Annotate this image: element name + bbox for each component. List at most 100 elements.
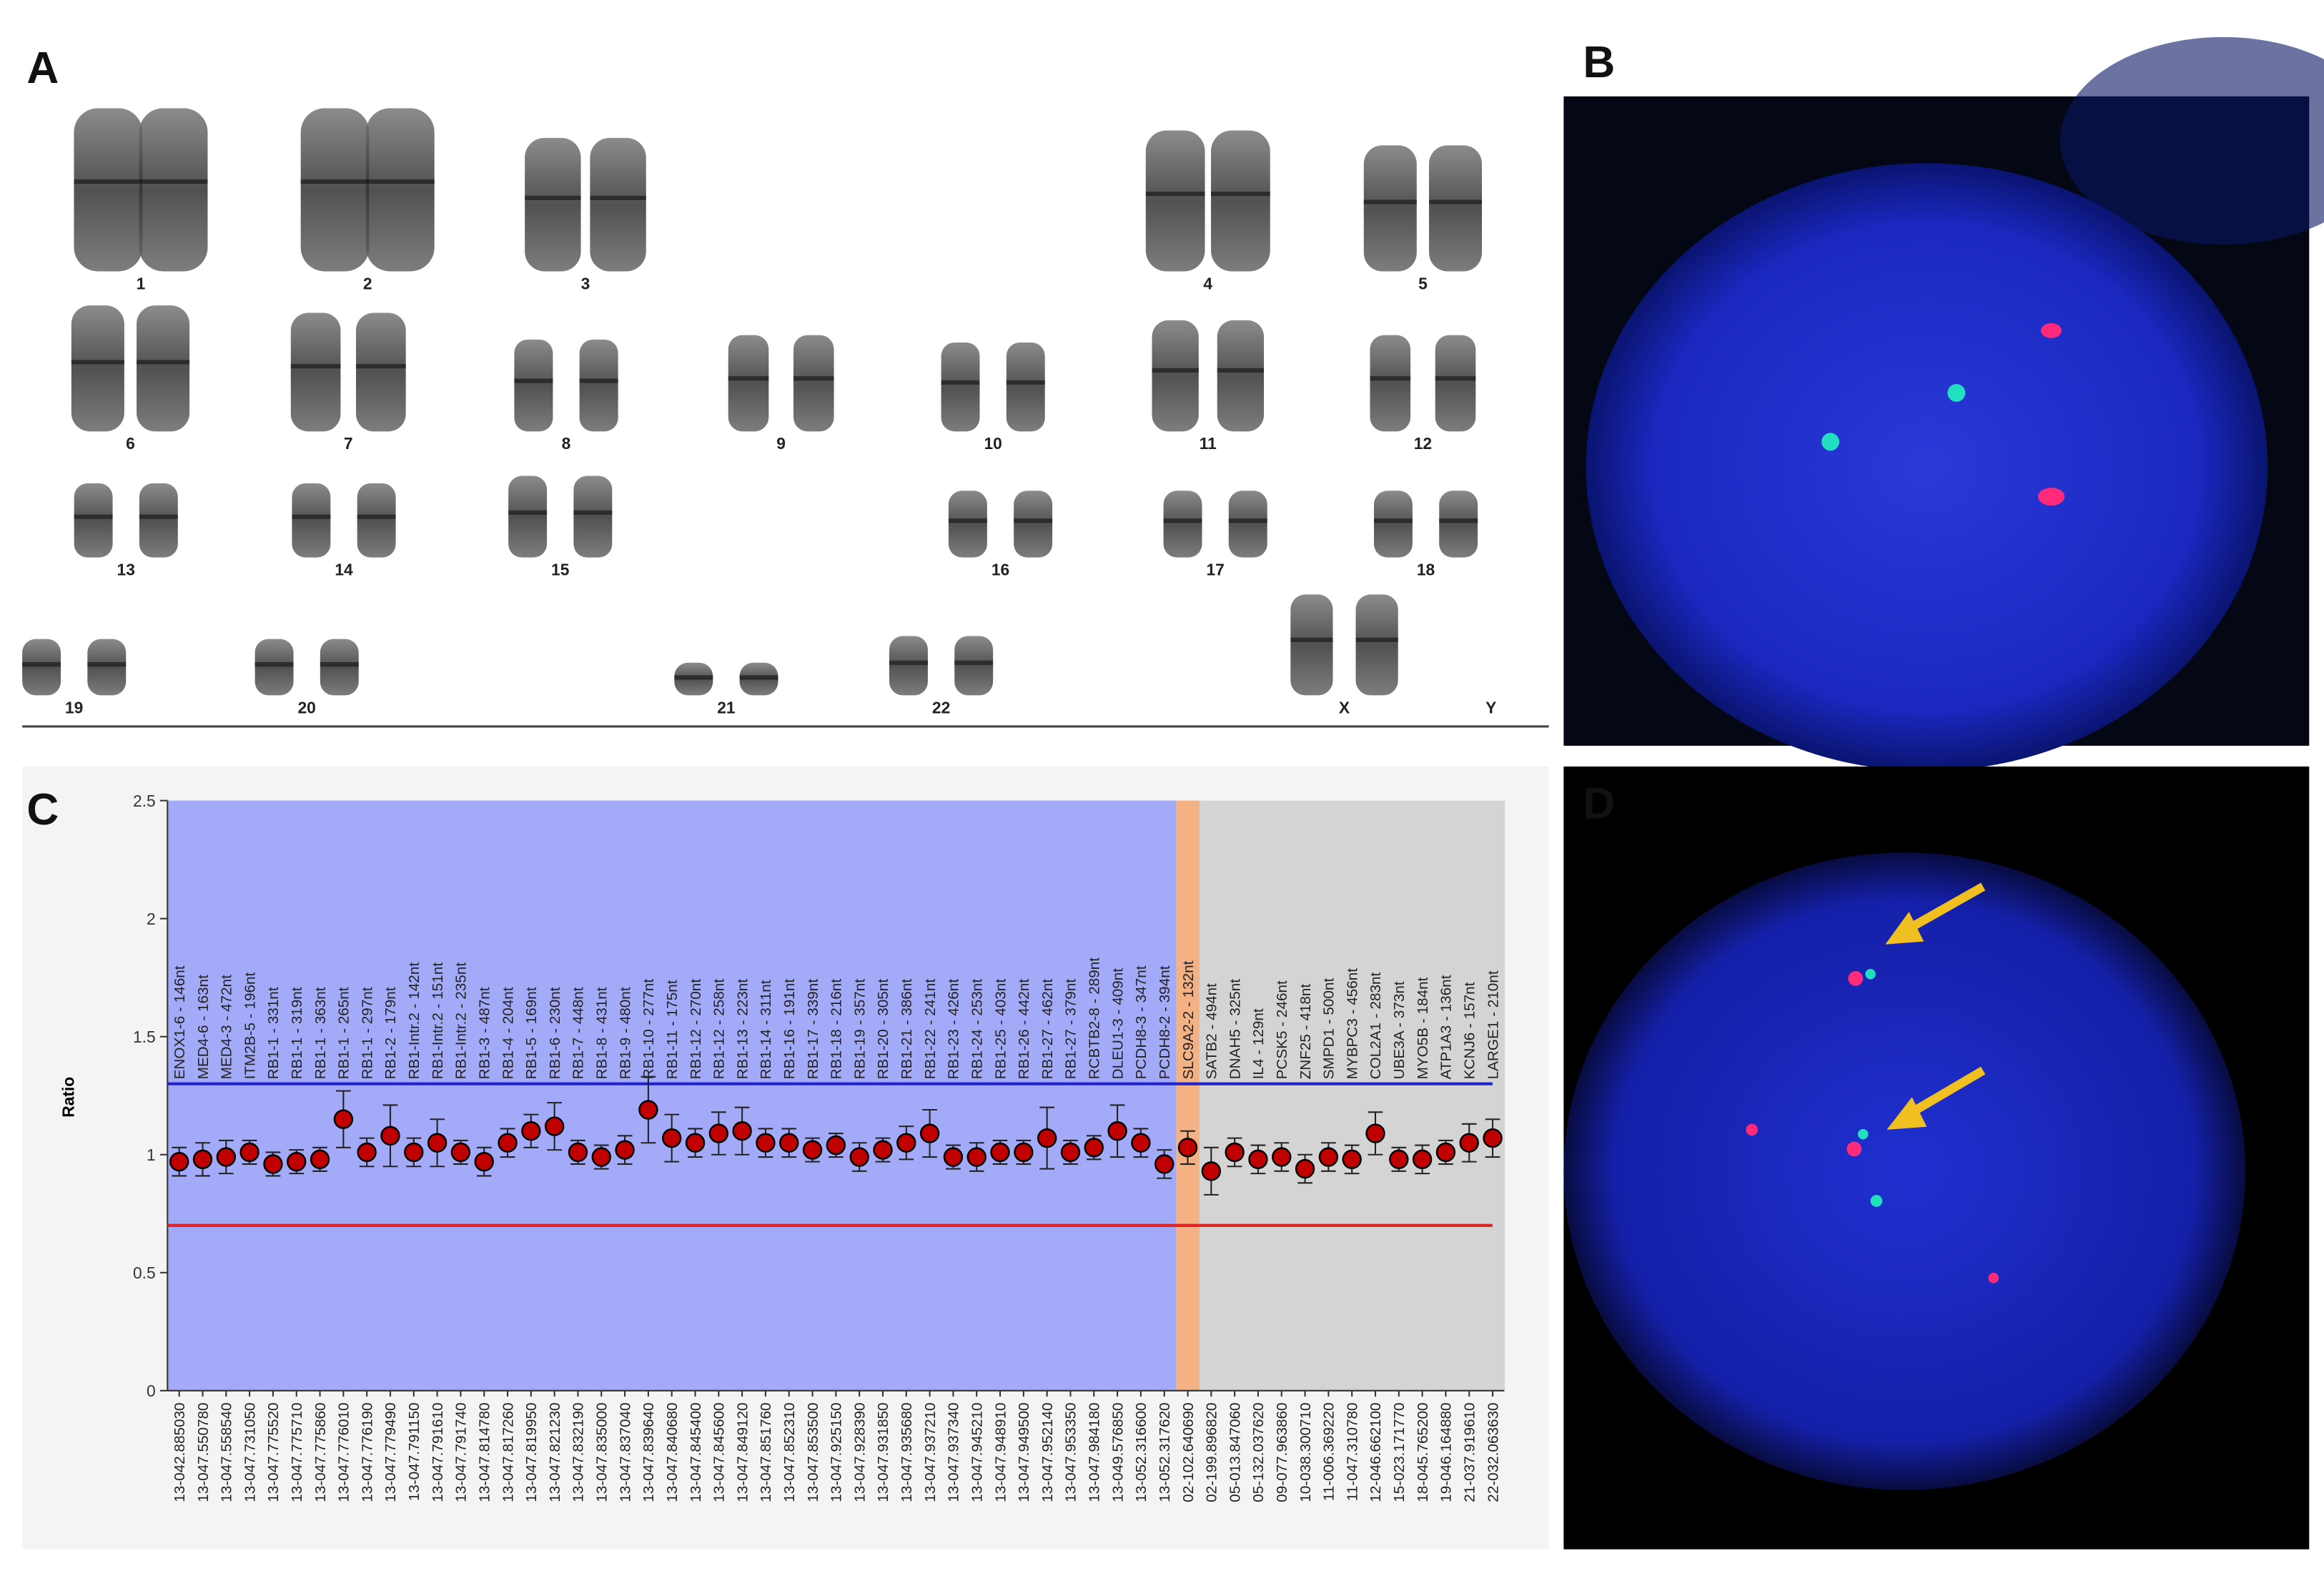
chromosome-label: 9 [776, 434, 786, 453]
region-background [191, 800, 215, 1391]
chromosome [292, 483, 331, 558]
region-background [543, 800, 567, 1391]
probe-label: RB1-1 - 363nt [312, 987, 329, 1079]
red-signal [1848, 971, 1864, 986]
chromosome [954, 636, 994, 696]
chromosome [22, 639, 61, 696]
probe-label: RB1-6 - 230nt [547, 987, 563, 1079]
arrow [1902, 882, 1986, 935]
x-tick-label: 10-038.300710 [1297, 1402, 1314, 1502]
chromosome [320, 639, 359, 696]
x-tick-label: 13-047.832190 [570, 1402, 587, 1502]
x-tick-label: 13-047.837040 [617, 1402, 633, 1502]
region-background [589, 800, 614, 1391]
ratio-point [380, 1126, 400, 1146]
probe-label: RB1-21 - 386nt [899, 979, 915, 1080]
x-tick-label: 13-047.791150 [406, 1402, 422, 1501]
x-tick-label: 13-042.885030 [172, 1402, 188, 1502]
region-background [285, 800, 309, 1391]
x-tick-label: 13-047.851760 [758, 1402, 774, 1502]
probe-label: RB1-5 - 169nt [523, 987, 540, 1079]
ratio-point [1435, 1142, 1456, 1163]
y-tick-label: 1.5 [133, 1028, 156, 1046]
region-background [1316, 800, 1341, 1391]
x-tick-label: 13-047.779490 [382, 1402, 399, 1502]
ratio-point [708, 1123, 729, 1143]
region-background [894, 800, 919, 1391]
probe-label: RB1-26 - 442nt [1016, 979, 1032, 1080]
x-tick-label: 13-047.953350 [1063, 1402, 1079, 1502]
x-tick-label: 19-046.164880 [1438, 1402, 1455, 1502]
ratio-point [896, 1133, 916, 1153]
x-tick-label: 13-047.928390 [851, 1402, 868, 1502]
chromosome-label: 18 [1417, 560, 1435, 578]
x-tick-label: 13-047.845400 [688, 1402, 704, 1502]
ratio-point [1084, 1138, 1104, 1158]
region-background [1105, 800, 1130, 1391]
probe-label: RB1-9 - 480nt [617, 987, 633, 1079]
ratio-point [357, 1142, 377, 1163]
probe-label: ENOX1-6 - 146nt [172, 965, 188, 1079]
chromosome [1363, 145, 1417, 272]
ratio-point [1248, 1149, 1268, 1170]
region-background [613, 800, 638, 1391]
x-tick-label: 13-047.775710 [289, 1402, 305, 1502]
probe-label: ITM2B-5 - 196nt [242, 972, 258, 1079]
nucleus [1563, 852, 2246, 1490]
chromosome [590, 137, 646, 272]
probe-label: PCDH8-3 - 347nt [1133, 965, 1149, 1079]
x-tick-label: 13-047.731050 [242, 1402, 258, 1502]
x-tick-label: 13-047.925150 [829, 1402, 845, 1502]
region-background [237, 800, 262, 1391]
x-tick-label: 13-052.316600 [1133, 1402, 1149, 1502]
x-tick-label: 13-047.952140 [1039, 1402, 1056, 1502]
chromosome-label: 17 [1206, 560, 1224, 578]
x-tick-label: 13-047.937210 [922, 1402, 939, 1502]
chromosome [525, 137, 581, 272]
ratio-point [1014, 1142, 1034, 1163]
chromosome [948, 491, 987, 558]
ratio-point [521, 1121, 541, 1141]
chromosome-label: 20 [298, 698, 316, 716]
probe-label: RB1-1 - 297nt [359, 987, 375, 1079]
ratio-point [591, 1147, 611, 1167]
probe-label: RB1-27 - 462nt [1039, 979, 1056, 1080]
chromosome-label: 19 [65, 698, 83, 716]
y-tick-label: 2.5 [133, 792, 156, 810]
chromosome [139, 483, 178, 558]
chromosome [254, 639, 294, 696]
region-background [753, 800, 778, 1391]
x-tick-label: 13-047.840680 [664, 1402, 681, 1502]
x-tick-label: 02-199.896820 [1204, 1402, 1220, 1502]
chromosome [300, 108, 370, 272]
chromosome [941, 342, 980, 432]
x-tick-label: 13-047.817260 [500, 1402, 516, 1502]
probe-label: MED4-6 - 163nt [195, 975, 212, 1079]
ratio-point [732, 1121, 752, 1141]
chromosome [514, 339, 553, 432]
ratio-point [1389, 1149, 1409, 1170]
chromosome-label: 4 [1203, 274, 1212, 292]
ratio-point [1037, 1128, 1057, 1148]
x-tick-label: 13-047.821230 [547, 1402, 563, 1502]
x-tick-label: 02-102.640690 [1180, 1402, 1197, 1502]
ratio-point [1318, 1147, 1339, 1167]
ratio-point [1131, 1133, 1151, 1153]
probe-label: RB1-12 - 270nt [688, 979, 704, 1080]
x-tick-label: 05-132.037620 [1250, 1402, 1267, 1502]
chromosome-label: 5 [1418, 274, 1428, 292]
ratio-point [756, 1133, 776, 1153]
chromosome [1211, 130, 1270, 272]
red-signal [2037, 488, 2065, 506]
x-tick-label: 13-052.317620 [1157, 1402, 1173, 1502]
ratio-point [1483, 1128, 1503, 1148]
chromosome-label: 6 [126, 434, 135, 453]
red-signal [2040, 323, 2062, 338]
panel-label: C [26, 785, 59, 834]
x-tick-label: 11-006.369220 [1321, 1402, 1337, 1501]
ratio-point [544, 1116, 565, 1136]
region-background [1222, 800, 1247, 1391]
chromosome [87, 639, 127, 696]
probe-label: MYBPC3 - 456nt [1344, 968, 1360, 1080]
panel-label: D [1583, 779, 1615, 829]
